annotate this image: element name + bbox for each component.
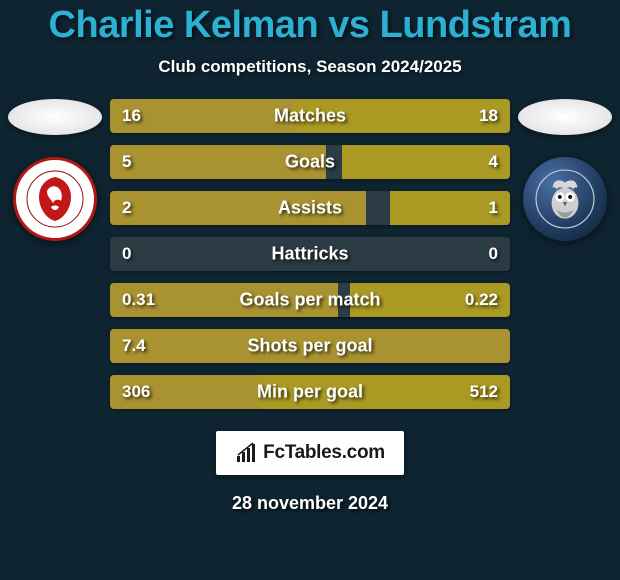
stat-left-value: 0.31: [122, 290, 155, 310]
stat-bar: 7.4 Shots per goal: [110, 329, 510, 363]
club-badge-left: [13, 157, 97, 241]
stat-label: Goals: [285, 152, 335, 173]
page-title: Charlie Kelman vs Lundstram: [49, 4, 572, 47]
fctables-logo-icon: [235, 442, 259, 464]
stat-left-value: 306: [122, 382, 150, 402]
stat-right-value: 0.22: [465, 290, 498, 310]
player-right-avatar-placeholder: [518, 99, 612, 135]
stat-left-value: 2: [122, 198, 131, 218]
stat-label: Hattricks: [271, 244, 348, 265]
club-badge-right: [523, 157, 607, 241]
stat-left-value: 0: [122, 244, 131, 264]
dragon-crest-icon: [25, 169, 85, 229]
stat-bar: 5 Goals 4: [110, 145, 510, 179]
stat-fill-right: [342, 145, 510, 179]
stat-label: Assists: [278, 198, 342, 219]
stat-bar: 2 Assists 1: [110, 191, 510, 225]
date-text: 28 november 2024: [232, 493, 388, 514]
branding-badge: FcTables.com: [216, 431, 404, 475]
player-left-avatar-placeholder: [8, 99, 102, 135]
stat-right-value: 4: [489, 152, 498, 172]
stat-right-value: 1: [489, 198, 498, 218]
stat-bar: 0.31 Goals per match 0.22: [110, 283, 510, 317]
stat-label: Shots per goal: [247, 336, 372, 357]
owl-crest-icon: [534, 168, 596, 230]
stat-right-value: 512: [470, 382, 498, 402]
stat-left-value: 16: [122, 106, 141, 126]
stat-bar: 16 Matches 18: [110, 99, 510, 133]
stat-bar: 306 Min per goal 512: [110, 375, 510, 409]
branding-text: FcTables.com: [263, 442, 385, 464]
subtitle: Club competitions, Season 2024/2025: [158, 57, 461, 77]
stat-bar: 0 Hattricks 0: [110, 237, 510, 271]
stat-label: Goals per match: [239, 290, 380, 311]
stat-left-value: 5: [122, 152, 131, 172]
stat-label: Matches: [274, 106, 346, 127]
stat-right-value: 18: [479, 106, 498, 126]
stats-column: 16 Matches 18 5 Goals 4 2 Assists 1 0 Hattricks 0 0.…: [110, 99, 510, 409]
comparison-row: 16 Matches 18 5 Goals 4 2 Assists 1 0 Hattricks 0 0.…: [0, 99, 620, 409]
stat-left-value: 7.4: [122, 336, 146, 356]
stat-label: Min per goal: [257, 382, 363, 403]
player-right-column: [510, 99, 620, 241]
player-left-column: [0, 99, 110, 241]
stat-right-value: 0: [489, 244, 498, 264]
